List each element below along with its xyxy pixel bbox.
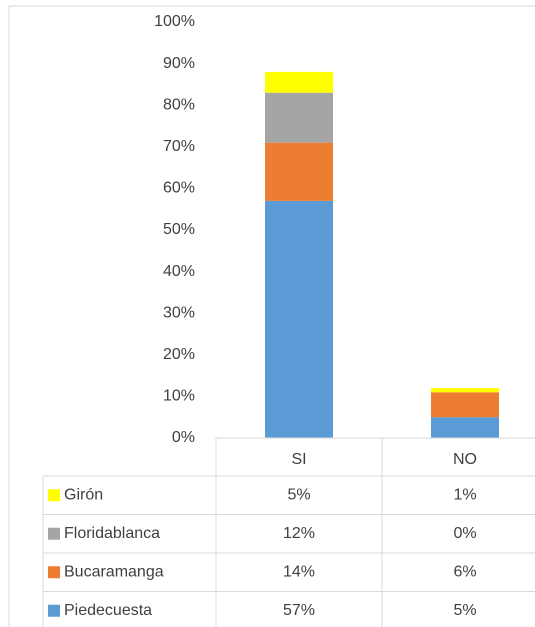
legend-swatch [48,527,60,540]
table-cell: 1% [453,486,476,503]
legend-swatch [48,604,60,617]
y-tick-label: 90% [163,55,195,72]
table-cell: 12% [283,525,315,542]
legend-label: Piedecuesta [64,602,152,619]
table-cell: 57% [283,602,315,619]
y-tick-label: 100% [154,13,195,30]
legend-label: Floridablanca [64,525,160,542]
bar-segment [265,200,333,438]
y-tick-label: 10% [163,388,195,405]
bar-segment [265,92,333,143]
y-tick-label: 40% [163,263,195,280]
y-tick-label: 80% [163,96,195,113]
x-tick-label: NO [453,451,477,468]
y-tick-label: 70% [163,138,195,155]
y-tick-label: 60% [163,180,195,197]
legend-label: Bucaramanga [64,563,164,580]
legend-swatch [48,489,60,502]
bar-segment [431,392,499,418]
legend-label: Girón [64,486,103,503]
y-tick-label: 20% [163,346,195,363]
bar-segment [265,142,333,201]
table-cell: 5% [287,486,310,503]
y-tick-label: 30% [163,304,195,321]
table-cell: 6% [453,563,476,580]
bar-segment [431,388,499,393]
table-cell: 0% [453,525,476,542]
y-tick-label: 0% [172,429,195,446]
legend-swatch [48,566,60,579]
table-cell: 5% [453,602,476,619]
table-cell: 14% [283,563,315,580]
x-tick-label: SI [291,451,306,468]
bar-segment [431,417,499,438]
y-tick-label: 50% [163,221,195,238]
bar-segment [265,71,333,93]
